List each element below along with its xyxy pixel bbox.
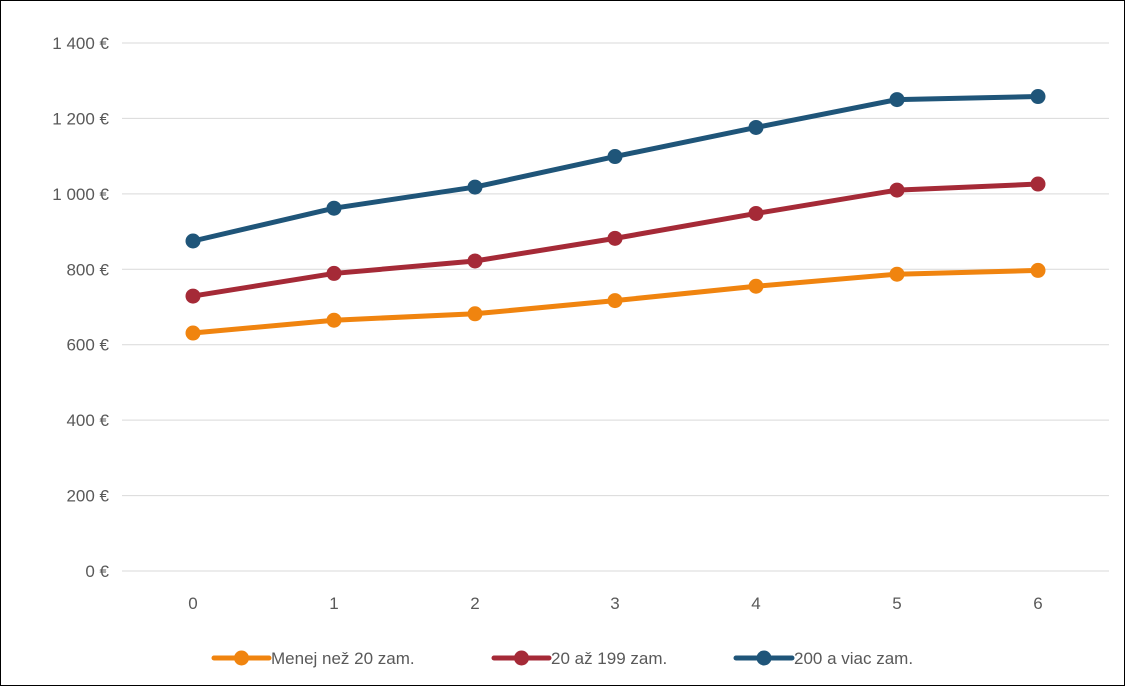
- legend-swatch-marker: [756, 650, 772, 666]
- legend-label: Menej než 20 zam.: [271, 649, 415, 668]
- data-point: [185, 288, 201, 304]
- y-tick-label: 1 400 €: [52, 34, 109, 53]
- data-point: [607, 293, 623, 309]
- data-point: [326, 200, 342, 216]
- data-point: [889, 92, 905, 108]
- x-tick-label: 5: [892, 594, 901, 613]
- legend-label: 200 a viac zam.: [794, 649, 913, 668]
- x-tick-label: 4: [751, 594, 760, 613]
- data-point: [185, 233, 201, 249]
- y-tick-label: 400 €: [66, 411, 109, 430]
- data-point: [748, 205, 764, 221]
- data-point: [1030, 262, 1046, 278]
- data-point: [467, 253, 483, 269]
- legend-item: 20 až 199 zam.: [491, 649, 667, 668]
- data-point: [607, 230, 623, 246]
- x-axis-tick-labels: 0 1 2 3 4 5 6: [188, 594, 1042, 613]
- legend-label: 20 až 199 zam.: [551, 649, 667, 668]
- legend: Menej než 20 zam. 20 až 199 zam. 200 a via…: [211, 649, 913, 668]
- data-point: [748, 119, 764, 135]
- data-point: [185, 325, 201, 341]
- y-tick-label: 200 €: [66, 487, 109, 506]
- x-tick-label: 2: [470, 594, 479, 613]
- gridlines: [122, 42, 1109, 572]
- legend-item: Menej než 20 zam.: [211, 649, 415, 668]
- series-group: [185, 262, 1046, 341]
- series-group: [185, 176, 1046, 304]
- x-tick-label: 3: [610, 594, 619, 613]
- y-tick-label: 1 000 €: [52, 185, 109, 204]
- series-lines: [185, 89, 1046, 341]
- y-tick-label: 600 €: [66, 336, 109, 355]
- data-point: [748, 278, 764, 294]
- data-point: [889, 182, 905, 198]
- y-axis-tick-labels: 0 € 200 € 400 € 600 € 800 € 1 000 € 1 200 € 1 4…: [52, 34, 109, 581]
- x-tick-label: 1: [329, 594, 338, 613]
- y-tick-label: 800 €: [66, 260, 109, 279]
- data-point: [467, 179, 483, 195]
- data-point: [467, 306, 483, 322]
- series-group: [185, 89, 1046, 249]
- data-point: [889, 266, 905, 282]
- legend-item: 200 a viac zam.: [733, 649, 913, 668]
- x-tick-label: 6: [1033, 594, 1042, 613]
- data-point: [1030, 89, 1046, 105]
- data-point: [607, 149, 623, 165]
- data-point: [1030, 176, 1046, 192]
- legend-swatch-marker: [234, 650, 249, 666]
- data-point: [326, 265, 342, 281]
- data-point: [326, 312, 342, 328]
- legend-swatch-marker: [514, 650, 529, 666]
- x-tick-label: 0: [188, 594, 197, 613]
- y-tick-label: 0 €: [85, 562, 109, 581]
- y-tick-label: 1 200 €: [52, 109, 109, 128]
